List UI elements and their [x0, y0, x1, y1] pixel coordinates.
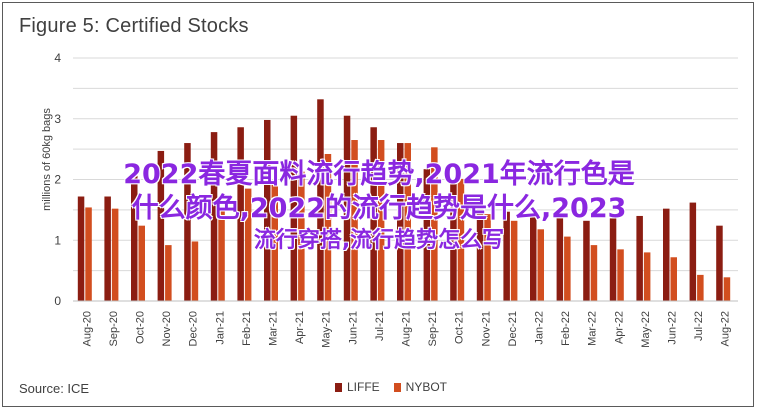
bar-liffe	[663, 208, 670, 301]
bar-liffe	[290, 115, 298, 302]
x-tick-label: Mar-21	[268, 311, 280, 346]
bar-nybot	[431, 147, 438, 301]
bar-nybot	[377, 140, 385, 301]
bar-nybot	[218, 209, 225, 301]
bar-nybot	[111, 208, 119, 301]
bar-liffe	[264, 119, 271, 301]
bar-liffe	[210, 132, 218, 301]
x-tick-label: Nov-20	[161, 311, 173, 346]
y-tick-label: 1	[54, 233, 61, 247]
bar-liffe	[503, 211, 510, 301]
figure-frame: Figure 5: Certified Stocks 0 1 2 3 4 millions…	[2, 2, 754, 407]
bar-nybot	[324, 153, 332, 301]
bar-liffe	[423, 169, 431, 301]
bar-liffe	[343, 115, 351, 302]
bar-liffe	[131, 175, 138, 301]
bar-liffe	[476, 205, 484, 301]
bar-nybot	[670, 257, 677, 301]
bar-nybot	[191, 241, 199, 301]
x-tick-label: Jun-22	[667, 311, 679, 345]
x-tick-label: Aug-22	[720, 311, 732, 346]
x-tick-label: Apr-22	[613, 311, 625, 344]
bar-liffe	[184, 143, 191, 301]
bar-nybot	[457, 178, 465, 301]
x-tick-label: Jun-21	[347, 311, 359, 345]
bar-liffe	[237, 127, 244, 301]
bar-nybot	[271, 182, 278, 301]
bar-nybot	[165, 245, 172, 301]
x-tick-label: Mar-22	[587, 311, 599, 346]
bar-liffe	[716, 225, 723, 301]
bar-liffe	[636, 215, 643, 301]
legend-swatch-nybot	[393, 382, 401, 392]
bar-liffe	[556, 217, 564, 301]
x-tick-label: May-21	[321, 311, 333, 348]
x-tick-label: Feb-22	[560, 311, 572, 346]
bar-liffe	[583, 220, 590, 301]
source-note: Source: ICE	[19, 381, 90, 396]
bar-nybot	[537, 229, 544, 301]
x-tick-label: Sep-20	[108, 311, 120, 346]
y-tick-label: 2	[54, 173, 61, 187]
x-tick-label: Aug-20	[81, 311, 93, 346]
bar-nybot	[85, 207, 92, 301]
legend-item-nybot: NYBOT	[393, 380, 448, 394]
x-tick-label: Dec-20	[188, 311, 200, 346]
bar-chart: 0 1 2 3 4 millions of 60kg bags Aug-20 Sep-20 Oc…	[41, 51, 738, 348]
x-tick-label: May-22	[640, 311, 652, 348]
bar-liffe	[450, 181, 457, 301]
x-tick-label: Aug-21	[401, 311, 413, 346]
bar-nybot	[244, 188, 252, 301]
legend-swatch-liffe	[335, 382, 342, 392]
bar-liffe	[77, 196, 85, 301]
legend-label-liffe: LIFFE	[347, 380, 380, 394]
y-tick-label: 3	[54, 112, 61, 126]
bar-liffe	[609, 218, 617, 301]
x-tick-label: Jul-22	[693, 311, 705, 341]
bar-liffe	[530, 214, 537, 301]
x-tick-label: Oct-21	[454, 311, 466, 344]
legend-item-liffe: LIFFE	[335, 380, 380, 394]
y-tick-label: 4	[54, 51, 61, 65]
bar-liffe	[317, 99, 324, 301]
bar-liffe	[397, 143, 404, 301]
chart-legend: LIFFE NYBOT	[335, 380, 461, 394]
x-tick-label: Feb-21	[241, 311, 253, 346]
bar-nybot	[510, 220, 518, 301]
bar-nybot	[723, 277, 731, 301]
bar-nybot	[484, 214, 491, 301]
x-tick-label: Jan-22	[534, 311, 546, 345]
bar-liffe	[157, 150, 165, 301]
bar-nybot	[564, 236, 571, 301]
bar-liffe	[689, 202, 697, 301]
bar-nybot	[404, 143, 411, 301]
x-tick-label: Jul-21	[374, 311, 386, 341]
x-tick-label: Oct-20	[135, 311, 147, 344]
x-tick-label: Dec-21	[507, 311, 519, 346]
x-tick-label: Sep-21	[427, 311, 439, 346]
bar-nybot	[298, 171, 305, 301]
y-axis-title: millions of 60kg bags	[41, 108, 53, 211]
bar-nybot	[590, 245, 598, 301]
bar-nybot	[643, 252, 651, 301]
bar-nybot	[617, 249, 624, 301]
bar-nybot	[697, 274, 704, 301]
bar-liffe	[104, 196, 111, 301]
bar-liffe	[370, 127, 377, 301]
bar-nybot	[138, 225, 145, 301]
x-tick-label: Nov-21	[480, 311, 492, 346]
x-tick-label: Jan-21	[214, 311, 226, 345]
y-tick-label: 0	[54, 294, 61, 308]
legend-label-nybot: NYBOT	[405, 380, 448, 394]
chart-title: Figure 5: Certified Stocks	[19, 15, 249, 37]
x-tick-label: Apr-21	[294, 311, 306, 344]
bar-nybot	[351, 140, 358, 301]
